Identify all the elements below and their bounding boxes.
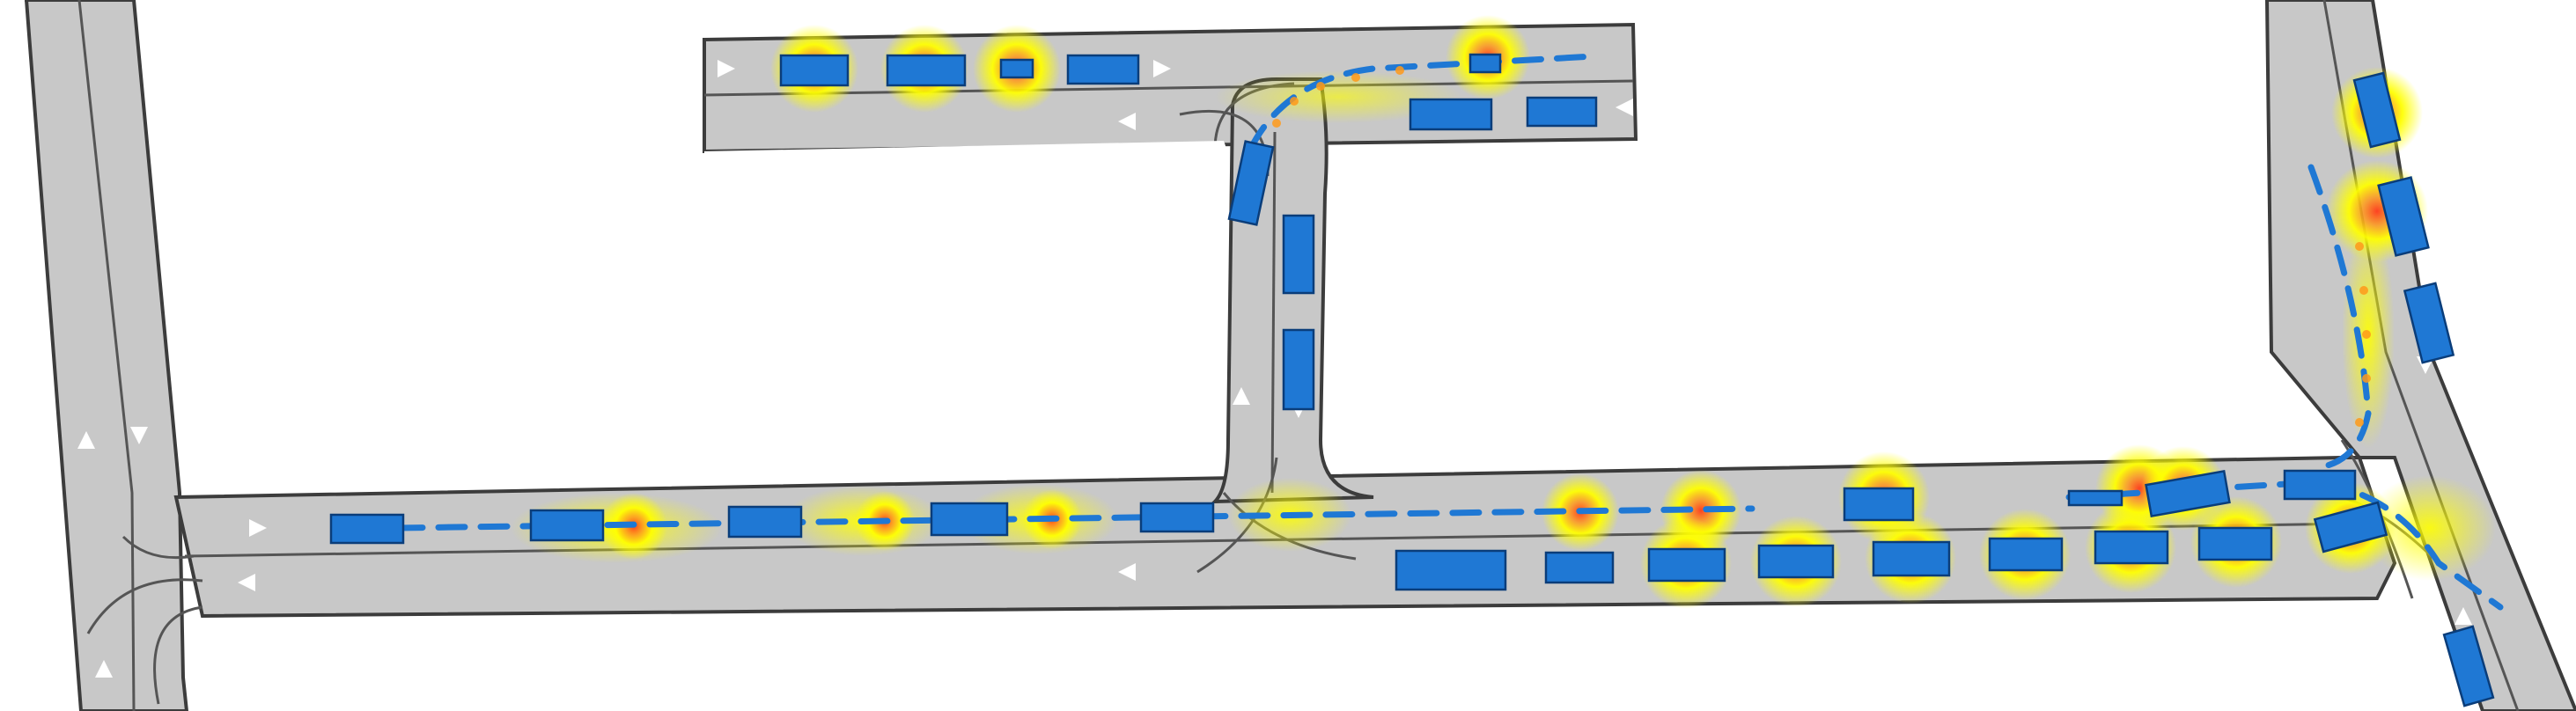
vehicle-icon[interactable] <box>1066 54 1140 85</box>
attention-trail <box>2364 475 2496 581</box>
path-dot <box>2362 330 2371 339</box>
lane-direction-arrow-icon <box>238 574 255 591</box>
lane-direction-arrow-icon <box>2455 607 2472 625</box>
lane-divider-middle <box>1270 131 1277 494</box>
vehicle-icon[interactable] <box>2094 530 2169 565</box>
lane-direction-arrow-icon <box>130 427 148 444</box>
vehicle-icon[interactable] <box>1139 502 1215 533</box>
vehicle-icon[interactable] <box>2377 176 2430 257</box>
vehicle-icon[interactable] <box>2442 625 2495 707</box>
junction-curve-2 <box>86 578 203 634</box>
lane-direction-arrow-icon <box>1233 387 1250 405</box>
path-dot <box>2359 286 2368 295</box>
ego-path-dots <box>1272 66 2371 427</box>
lane-direction-arrow-icon <box>77 431 95 449</box>
junction-curve-1 <box>121 535 195 560</box>
lane-direction-arrow-icon <box>1118 563 1136 581</box>
path-dot <box>1272 119 1281 128</box>
vehicle-icon[interactable] <box>1988 537 2064 572</box>
vehicle-icon[interactable] <box>1409 98 1493 131</box>
vehicle-icon[interactable] <box>2145 470 2231 517</box>
vehicle-icon[interactable] <box>1468 53 1502 74</box>
path-dot <box>1395 66 1404 75</box>
vehicle-icon[interactable] <box>2403 282 2455 364</box>
lane-direction-arrow-icon <box>1616 99 1633 116</box>
vehicle-icon[interactable] <box>1395 549 1507 591</box>
path-dot <box>1316 82 1325 91</box>
vehicle-icon[interactable] <box>2352 71 2402 149</box>
vehicle-icon[interactable] <box>2283 469 2357 501</box>
vehicle-icon[interactable] <box>1843 487 1915 522</box>
vehicle-icon[interactable] <box>329 513 405 545</box>
vehicle-icon[interactable] <box>2313 501 2388 553</box>
lane-direction-arrow-icon <box>1118 113 1136 130</box>
road-corner-cutout-top-left <box>704 141 1229 187</box>
vehicle-icon[interactable] <box>1757 544 1835 579</box>
lane-direction-arrow-icon <box>1153 60 1171 77</box>
lane-divider-left <box>77 0 136 711</box>
vehicle-icon[interactable] <box>999 58 1034 79</box>
junction-curve-3 <box>153 605 203 705</box>
path-dot <box>1290 97 1299 106</box>
path-dot <box>2355 418 2364 427</box>
lane-direction-arrow-icon <box>249 519 267 537</box>
vehicle-icon[interactable] <box>1526 96 1598 128</box>
path-dot <box>2362 374 2371 383</box>
vehicle-icon[interactable] <box>529 509 605 542</box>
path-dot <box>2355 242 2364 251</box>
path-dot <box>1351 73 1360 82</box>
predicted-trajectory-line <box>393 505 1755 531</box>
vehicle-icon[interactable] <box>727 505 803 539</box>
vehicle-icon[interactable] <box>1544 551 1615 584</box>
vehicle-icon[interactable] <box>1872 540 1951 577</box>
lane-direction-arrow-icon <box>95 660 113 678</box>
lane-direction-arrow-icon <box>718 60 735 77</box>
vehicle-icon[interactable] <box>1227 140 1275 226</box>
vehicle-icon[interactable] <box>886 54 967 87</box>
vehicle-icon[interactable] <box>1647 547 1726 583</box>
vehicle-icon[interactable] <box>1282 328 1315 411</box>
vehicle-icon[interactable] <box>2067 489 2123 507</box>
vehicle-icon[interactable] <box>930 502 1009 537</box>
vehicle-icon[interactable] <box>2197 526 2273 561</box>
road-left-vertical <box>25 0 189 711</box>
vehicles <box>329 53 2495 707</box>
vehicle-icon[interactable] <box>779 54 850 87</box>
vehicle-icon[interactable] <box>1282 214 1315 295</box>
predicted-trajectory-line <box>1247 53 1597 153</box>
